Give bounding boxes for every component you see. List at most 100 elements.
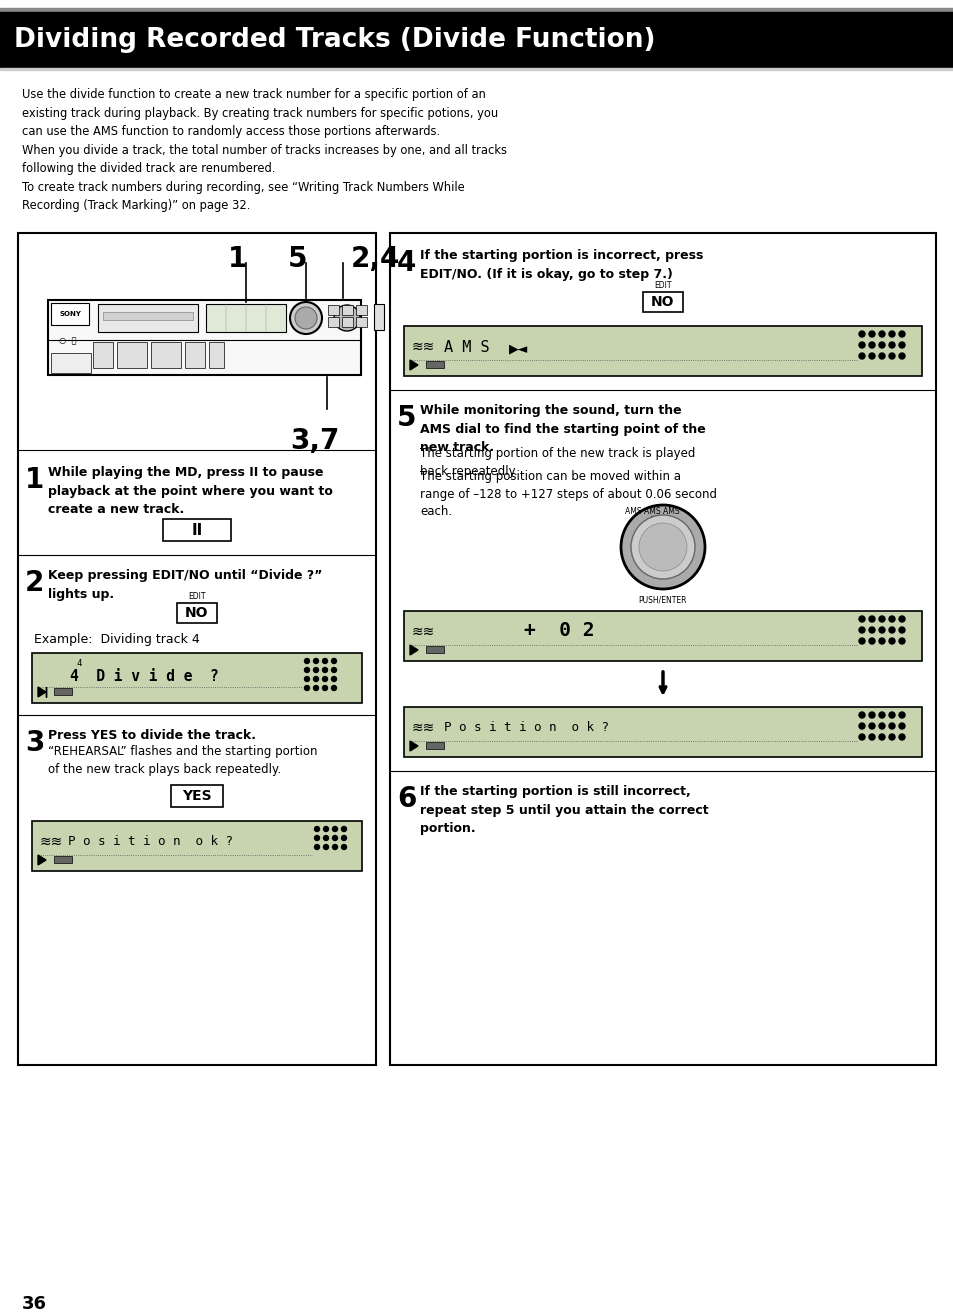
Circle shape: [630, 515, 695, 579]
Circle shape: [322, 676, 327, 681]
Text: ≋≋: ≋≋: [412, 341, 435, 354]
Circle shape: [868, 638, 874, 644]
Text: A M S: A M S: [443, 341, 489, 355]
Circle shape: [331, 668, 336, 672]
Bar: [54, 688, 71, 696]
Bar: [117, 342, 147, 368]
Polygon shape: [410, 644, 417, 655]
Circle shape: [331, 676, 336, 681]
Circle shape: [314, 685, 318, 690]
Text: II: II: [192, 522, 202, 538]
Circle shape: [868, 711, 874, 718]
Circle shape: [898, 734, 904, 740]
Circle shape: [878, 711, 884, 718]
Circle shape: [858, 711, 864, 718]
Circle shape: [314, 668, 318, 672]
Bar: [328, 317, 338, 327]
Text: ≋≋: ≋≋: [40, 835, 63, 849]
Text: EDIT: EDIT: [188, 592, 206, 601]
Text: Use the divide function to create a new track number for a specific portion of a: Use the divide function to create a new …: [22, 88, 506, 212]
Text: .: .: [428, 362, 429, 367]
Bar: [185, 342, 205, 368]
Circle shape: [304, 659, 309, 664]
Circle shape: [323, 835, 328, 840]
Bar: [98, 304, 198, 331]
Circle shape: [334, 305, 359, 331]
Text: EDIT: EDIT: [654, 281, 671, 291]
Circle shape: [304, 685, 309, 690]
Bar: [426, 646, 443, 654]
Polygon shape: [38, 686, 46, 697]
Bar: [0, 68, 953, 70]
Circle shape: [314, 659, 318, 664]
Bar: [48, 300, 360, 375]
Circle shape: [322, 659, 327, 664]
Circle shape: [888, 615, 894, 622]
Circle shape: [314, 676, 318, 681]
Circle shape: [888, 711, 894, 718]
Circle shape: [858, 627, 864, 633]
Circle shape: [858, 342, 864, 348]
Circle shape: [868, 723, 874, 729]
Text: “REHEARSAL” flashes and the starting portion
of the new track plays back repeate: “REHEARSAL” flashes and the starting por…: [48, 746, 317, 776]
Text: Keep pressing EDIT/NO until “Divide ?”
lights up.: Keep pressing EDIT/NO until “Divide ?” l…: [48, 569, 322, 601]
Circle shape: [888, 352, 894, 359]
Circle shape: [898, 352, 904, 359]
Circle shape: [290, 302, 322, 334]
Text: 2: 2: [25, 569, 45, 597]
Circle shape: [898, 615, 904, 622]
Circle shape: [858, 331, 864, 337]
Circle shape: [898, 342, 904, 348]
Bar: [403, 611, 921, 661]
Circle shape: [323, 844, 328, 849]
Bar: [103, 312, 193, 320]
Text: 4  D i v i d e  ?: 4 D i v i d e ?: [70, 669, 218, 684]
Text: Dividing Recorded Tracks (Divide Function): Dividing Recorded Tracks (Divide Functio…: [14, 28, 655, 53]
Bar: [51, 352, 91, 373]
Circle shape: [620, 505, 704, 589]
Circle shape: [341, 835, 346, 840]
Bar: [374, 304, 384, 330]
Circle shape: [858, 352, 864, 359]
Circle shape: [858, 638, 864, 644]
Text: Press YES to divide the track.: Press YES to divide the track.: [48, 729, 255, 742]
Circle shape: [322, 668, 327, 672]
Circle shape: [868, 627, 874, 633]
Circle shape: [878, 352, 884, 359]
Circle shape: [858, 723, 864, 729]
Circle shape: [333, 835, 337, 840]
Text: ≋≋: ≋≋: [412, 625, 435, 639]
Circle shape: [314, 844, 319, 849]
Text: While monitoring the sound, turn the
AMS dial to find the starting point of the
: While monitoring the sound, turn the AMS…: [419, 404, 705, 454]
Circle shape: [888, 638, 894, 644]
Text: 1: 1: [25, 466, 44, 494]
Text: ▶◄: ▶◄: [509, 342, 528, 355]
Bar: [355, 317, 367, 327]
Text: P o s i t i o n  o k ?: P o s i t i o n o k ?: [68, 835, 233, 848]
Bar: [206, 304, 286, 331]
Circle shape: [304, 676, 309, 681]
Text: 1: 1: [228, 245, 248, 274]
Bar: [403, 707, 921, 757]
Circle shape: [888, 723, 894, 729]
Bar: [426, 742, 443, 750]
Bar: [426, 362, 443, 368]
Text: SONY: SONY: [59, 312, 81, 317]
Bar: [54, 856, 71, 863]
Text: PUSH/ENTER: PUSH/ENTER: [639, 594, 686, 604]
Text: P o s i t i o n  o k ?: P o s i t i o n o k ?: [443, 721, 608, 734]
Bar: [0, 12, 953, 68]
Text: ○  ⓘ: ○ ⓘ: [59, 337, 76, 345]
Circle shape: [858, 734, 864, 740]
Text: AMS AMS AMS: AMS AMS AMS: [624, 508, 679, 515]
Bar: [18, 233, 375, 1065]
Circle shape: [878, 331, 884, 337]
Circle shape: [322, 685, 327, 690]
Circle shape: [888, 342, 894, 348]
Bar: [177, 604, 216, 623]
Text: Example:  Dividing track 4: Example: Dividing track 4: [34, 633, 199, 646]
Bar: [341, 317, 353, 327]
Circle shape: [868, 615, 874, 622]
Circle shape: [333, 844, 337, 849]
Text: 3: 3: [25, 729, 45, 757]
